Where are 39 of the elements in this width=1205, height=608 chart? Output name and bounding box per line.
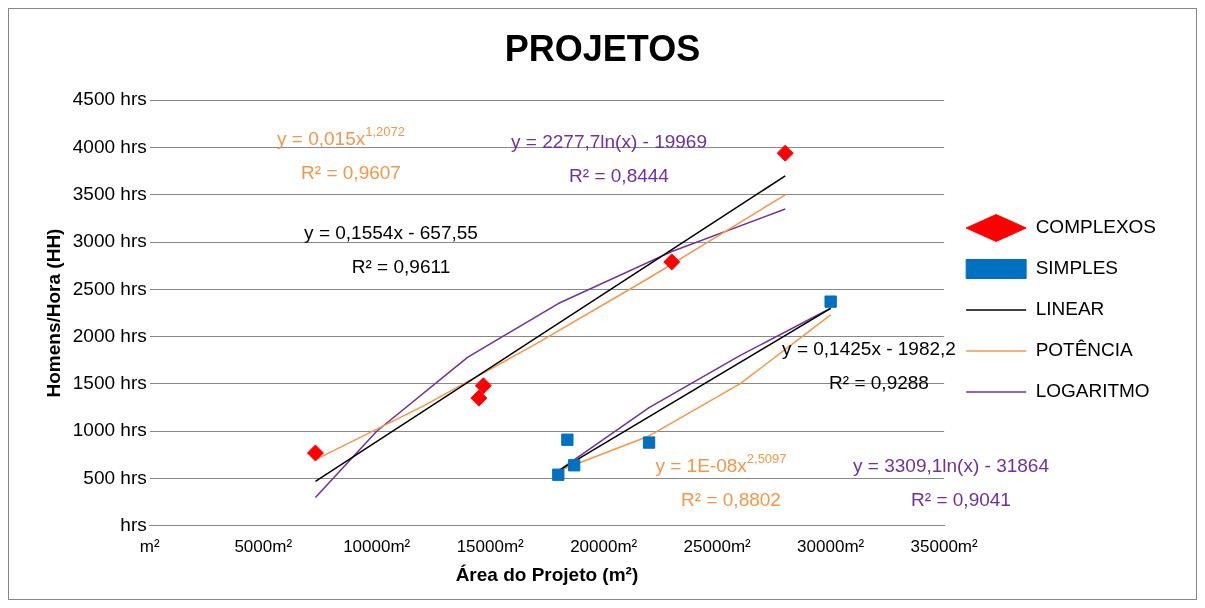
y-tick-label: 1000 hrs [72, 419, 147, 441]
x-tick-label: 35000m² [910, 536, 979, 556]
x-tick-label: 30000m² [797, 536, 865, 556]
y-axis-title: Homens/Hora (HH) [42, 228, 64, 398]
x-axis-title: Área do Projeto (m²) [455, 563, 639, 585]
x-tick-label: 10000m² [343, 536, 411, 556]
legend-label: POTÊNCIA [1035, 339, 1134, 361]
y-tick-label: 2500 hrs [72, 277, 147, 299]
y-tick-label: 2000 hrs [72, 324, 147, 346]
y-tick-label: 4500 hrs [72, 88, 147, 110]
y-tick-label: 1500 hrs [72, 372, 147, 394]
point [824, 295, 837, 308]
annotation: y = 2277,7ln(x) - 19969 R² = 0,8444 [511, 131, 707, 186]
point [776, 144, 794, 162]
y-tick-label: hrs [120, 514, 147, 536]
x-tick-label: 5000m² [234, 536, 293, 556]
annotation: y = 3309,1ln(x) - 31864 R² = 0,9041 [853, 455, 1050, 510]
annotation: y = 0,1554x - 657,55 R² = 0,9611 [304, 222, 478, 277]
y-tick-label: 4000 hrs [72, 135, 147, 157]
point [568, 459, 581, 472]
legend-label: LOGARITMO [1035, 380, 1150, 402]
point [561, 433, 574, 446]
legend-label: SIMPLES [1035, 257, 1119, 279]
y-tick-label: 3500 hrs [72, 183, 147, 205]
point [306, 444, 324, 462]
y-tick-label: 500 hrs [83, 466, 147, 488]
chart-title: PROJETOS [504, 27, 701, 69]
point [552, 468, 565, 481]
x-tick-label: 15000m² [456, 536, 525, 556]
x-tick-label: 25000m² [683, 536, 752, 556]
x-tick-label: 20000m² [570, 536, 638, 556]
x-tick-label: m² [139, 536, 160, 556]
legend-label: LINEAR [1035, 298, 1105, 320]
point [470, 389, 488, 407]
legend-label: COMPLEXOS [1035, 216, 1157, 238]
point [663, 253, 681, 271]
y-tick-label: 3000 hrs [72, 230, 147, 252]
point [474, 377, 492, 395]
point [642, 436, 656, 449]
